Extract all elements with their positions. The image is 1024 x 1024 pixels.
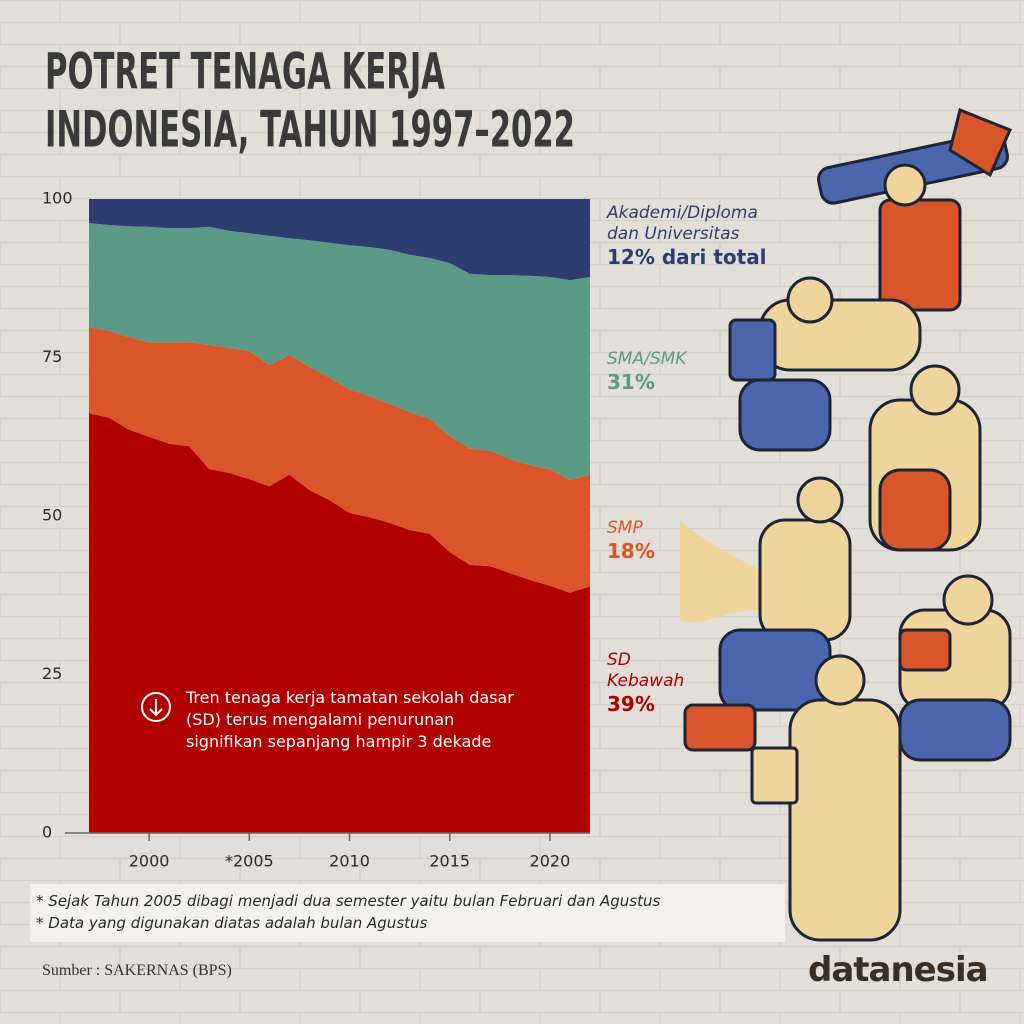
x-tick-label: 2010 [329,852,370,871]
series-label: SMP [607,518,643,538]
footnote: * Sejak Tahun 2005 dibagi menjadi dua se… [36,892,661,910]
title-line: POTRET TENAGA KERJA [45,43,445,101]
y-tick-label: 25 [42,664,62,683]
area [89,413,590,833]
x-tick-label: 2000 [129,852,170,871]
plot-area: 0 25 50 75 100 2000 *2005 2010 2015 2020 [42,189,590,871]
y-tick-label: 75 [42,347,62,366]
area [89,327,590,593]
x-tick-label: 2015 [429,852,470,871]
y-tick-label: 100 [42,189,73,208]
series-value-label: 18% [607,539,655,563]
series-label: SMA/SMK [607,349,687,369]
x-tick-label: 2020 [530,852,571,871]
x-tick-label: *2005 [225,852,274,871]
footnote-box [30,884,785,942]
annotation: Tren tenaga kerja tamatan sekolah dasar … [186,688,514,751]
title-line: INDONESIA, TAHUN 1997–2022 [45,101,575,159]
annotation-icon [149,699,163,717]
series-value-label: 39% [607,692,655,716]
footnote: * Data yang digunakan diatas adalah bula… [36,914,428,932]
source: Sumber : SAKERNAS (BPS) [42,962,232,979]
series-value-label: 12% dari total [607,245,767,269]
area [89,223,590,480]
y-tick-label: 50 [42,506,62,525]
y-tick-label: 0 [42,823,52,842]
series-value-label: 31% [607,370,655,394]
area [89,199,590,281]
brand: datanesia [808,950,989,990]
illustration [680,107,1013,942]
series-label: SD Kebawah [607,650,685,691]
annotation-icon [141,692,171,722]
series-label: Akademi/Diploma dan Universitas [607,203,758,244]
